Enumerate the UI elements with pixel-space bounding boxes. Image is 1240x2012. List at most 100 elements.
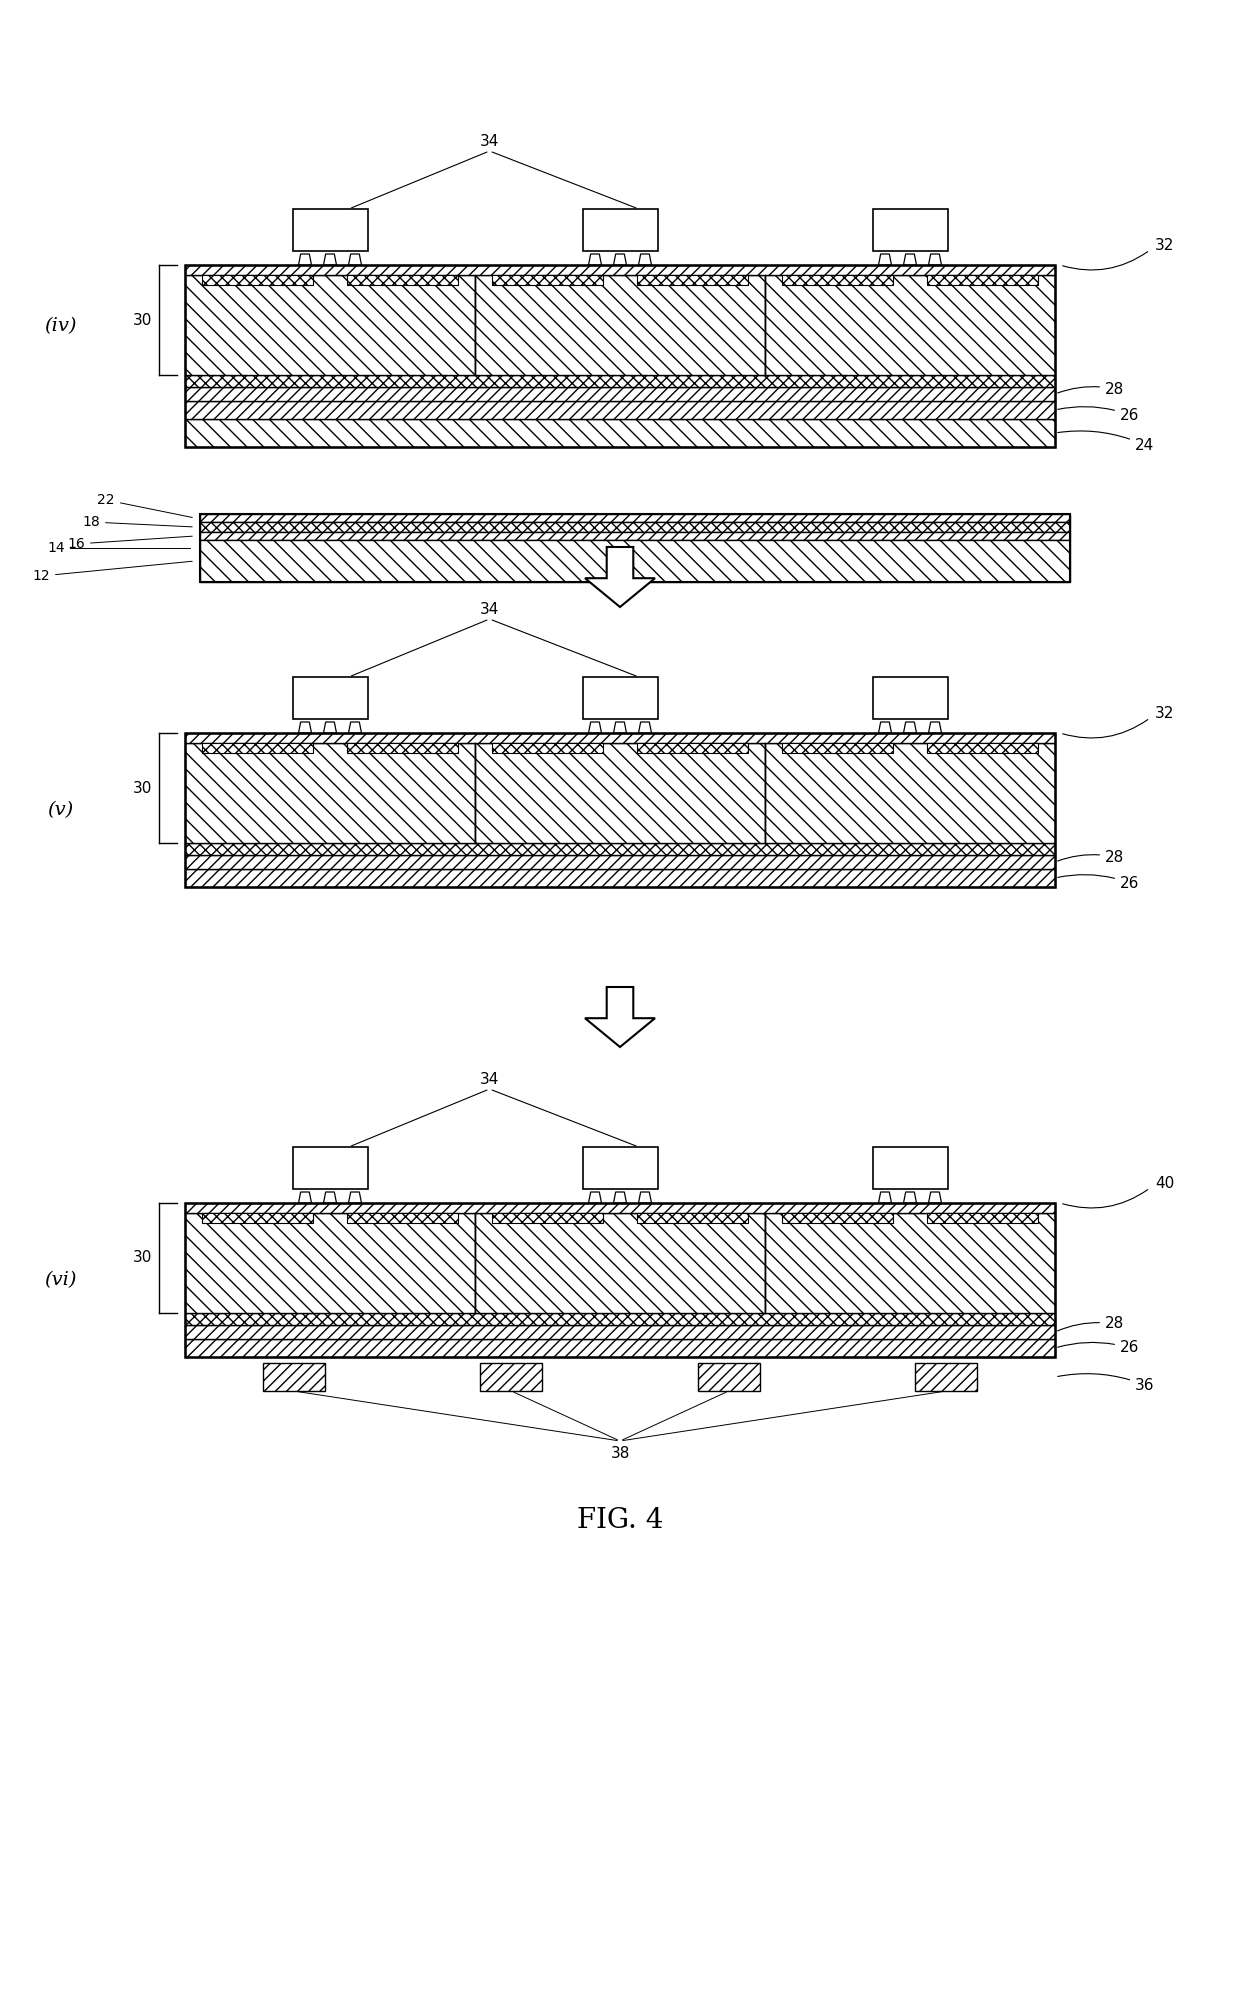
Bar — [637, 742, 748, 752]
Text: 36: 36 — [1058, 1374, 1154, 1392]
Bar — [492, 276, 603, 286]
Text: 38: 38 — [610, 1447, 630, 1461]
Polygon shape — [878, 1191, 892, 1203]
Polygon shape — [639, 254, 651, 266]
Polygon shape — [585, 988, 655, 1046]
Bar — [185, 732, 1055, 742]
Bar — [492, 742, 603, 752]
Text: 18: 18 — [82, 515, 192, 529]
Text: 30: 30 — [133, 312, 153, 328]
Bar — [185, 400, 1055, 418]
Text: 28: 28 — [1058, 1316, 1125, 1332]
Text: 32: 32 — [1154, 237, 1174, 252]
Bar — [475, 276, 765, 374]
Polygon shape — [614, 254, 626, 266]
Bar — [185, 1314, 1055, 1326]
Polygon shape — [324, 722, 336, 732]
Polygon shape — [348, 1191, 362, 1203]
Text: 40: 40 — [1154, 1175, 1174, 1191]
Text: 28: 28 — [1058, 849, 1125, 865]
Bar — [185, 869, 1055, 887]
Bar — [873, 209, 947, 252]
Bar — [583, 676, 657, 718]
Polygon shape — [878, 254, 892, 266]
Polygon shape — [299, 722, 311, 732]
Text: FIG. 4: FIG. 4 — [577, 1507, 663, 1535]
Bar — [185, 1203, 1055, 1356]
Bar — [782, 1213, 893, 1223]
Bar — [928, 276, 1038, 286]
Bar — [185, 1213, 475, 1314]
Bar — [293, 1147, 367, 1189]
Bar — [873, 676, 947, 718]
Polygon shape — [585, 547, 655, 608]
Bar — [637, 276, 748, 286]
Bar — [347, 742, 458, 752]
Bar — [293, 209, 367, 252]
Text: 30: 30 — [133, 1251, 153, 1266]
Bar — [928, 742, 1038, 752]
Bar — [185, 855, 1055, 869]
Text: (vi): (vi) — [43, 1272, 76, 1290]
Bar — [765, 1213, 1055, 1314]
Bar — [185, 374, 1055, 386]
Bar — [185, 732, 1055, 887]
Bar — [293, 676, 367, 718]
Polygon shape — [324, 254, 336, 266]
Text: 30: 30 — [133, 781, 153, 795]
Bar — [185, 276, 475, 374]
Polygon shape — [589, 1191, 601, 1203]
Bar — [185, 386, 1055, 400]
Bar — [873, 1147, 947, 1189]
Text: 28: 28 — [1058, 382, 1125, 396]
Bar — [202, 1213, 312, 1223]
Text: 26: 26 — [1058, 875, 1140, 891]
Polygon shape — [904, 722, 916, 732]
Bar — [492, 1213, 603, 1223]
Bar — [185, 266, 1055, 447]
Text: 24: 24 — [1058, 431, 1154, 453]
Bar — [200, 513, 1070, 521]
Polygon shape — [904, 254, 916, 266]
Text: (v): (v) — [47, 801, 73, 819]
Bar — [583, 209, 657, 252]
Text: 12: 12 — [32, 561, 192, 583]
Bar — [915, 1362, 977, 1390]
Polygon shape — [299, 1191, 311, 1203]
Bar — [765, 742, 1055, 843]
Polygon shape — [589, 722, 601, 732]
Bar — [263, 1362, 325, 1390]
Bar — [347, 1213, 458, 1223]
Polygon shape — [929, 254, 941, 266]
Bar — [185, 418, 1055, 447]
Bar — [200, 513, 1070, 581]
Bar — [185, 1340, 1055, 1356]
Bar — [200, 539, 1070, 581]
Text: 16: 16 — [67, 535, 192, 551]
Bar — [583, 1147, 657, 1189]
Bar — [185, 266, 1055, 276]
Text: 26: 26 — [1058, 406, 1140, 423]
Bar — [698, 1362, 760, 1390]
Bar — [200, 531, 1070, 539]
Polygon shape — [929, 722, 941, 732]
Bar — [185, 1326, 1055, 1340]
Polygon shape — [614, 722, 626, 732]
Polygon shape — [929, 1191, 941, 1203]
Polygon shape — [639, 722, 651, 732]
Polygon shape — [904, 1191, 916, 1203]
Bar — [928, 1213, 1038, 1223]
Bar — [475, 1213, 765, 1314]
Polygon shape — [589, 254, 601, 266]
Polygon shape — [348, 254, 362, 266]
Bar — [782, 276, 893, 286]
Bar — [475, 742, 765, 843]
Text: 22: 22 — [98, 493, 192, 517]
Bar — [200, 521, 1070, 531]
Bar — [202, 276, 312, 286]
Polygon shape — [878, 722, 892, 732]
Polygon shape — [324, 1191, 336, 1203]
Bar — [765, 276, 1055, 374]
Text: 14: 14 — [47, 541, 64, 555]
Text: 26: 26 — [1058, 1340, 1140, 1356]
